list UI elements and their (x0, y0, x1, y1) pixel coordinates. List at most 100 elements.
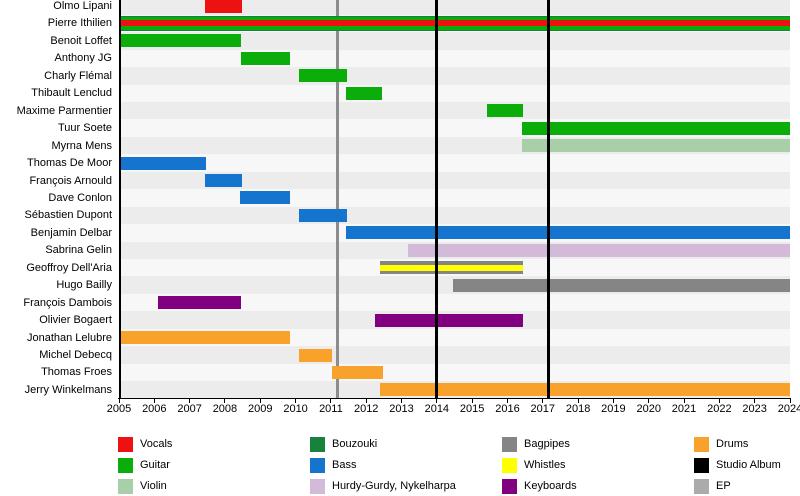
timeline-bar-bass (346, 226, 790, 240)
x-axis-tick (612, 398, 614, 403)
member-label: Sébastien Dupont (24, 209, 112, 222)
x-axis-tick-label: 2006 (142, 403, 167, 415)
x-axis-tick (436, 398, 438, 403)
legend-label: Bouzouki (332, 438, 378, 450)
legend-label: EP (716, 480, 731, 492)
legend-label: Vocals (140, 438, 173, 450)
legend-swatch-bagpipes (502, 437, 517, 452)
legend-swatch-ep (694, 479, 709, 494)
legend-swatch-violin (118, 479, 133, 494)
row-stripe (119, 206, 790, 225)
x-axis-tick-label: 2024 (777, 403, 800, 415)
member-label: Thibault Lenclud (31, 87, 112, 100)
x-axis-tick-label: 2019 (601, 403, 626, 415)
album-lines-layer (435, 0, 550, 398)
timeline-bar-bass (120, 156, 206, 170)
x-axis-tick-label: 2005 (106, 403, 132, 415)
x-axis-tick (789, 398, 791, 403)
x-axis-tick-label: 2021 (671, 403, 697, 415)
legend-label: Bass (332, 459, 357, 471)
ep-line (336, 0, 340, 398)
member-label: François Arnould (29, 174, 112, 187)
member-label: Charly Flémal (44, 69, 112, 82)
member-label: Myrna Mens (51, 139, 112, 152)
row-stripe (119, 363, 790, 382)
member-label: Pierre Ithilien (47, 17, 112, 30)
member-label: Sabrina Gelin (45, 244, 112, 257)
bar-inner-stripe-vocals (120, 20, 790, 27)
timeline-bar-keyboards (375, 313, 523, 327)
timeline-bar-keyboards (157, 296, 241, 310)
plot-area (119, 0, 790, 398)
x-axis-tick-label: 2011 (319, 403, 343, 415)
timeline-bar-bass (204, 174, 242, 187)
x-axis-tick (577, 398, 579, 403)
member-label: Maxime Parmentier (16, 104, 112, 117)
timeline-bar-hurdygurdy (407, 243, 790, 257)
legend-swatch-drums (694, 437, 709, 452)
x-axis-tick (542, 398, 544, 403)
x-axis-tick (295, 398, 297, 403)
row-stripe (119, 67, 790, 85)
legend-label: Hurdy-Gurdy, Nykelharpa (332, 480, 456, 492)
x-axis-tick (506, 398, 508, 403)
x-axis-tick (189, 398, 191, 403)
legend: Vocals Guitar Violin Bouzouki Bass Hurdy-Gurd… (0, 430, 800, 496)
x-axis-tick-label: 2015 (459, 403, 485, 415)
legend-label: Guitar (140, 459, 170, 471)
x-axis-tick (648, 398, 650, 403)
legend-swatch-guitar (118, 458, 133, 473)
timeline-bar-guitar (521, 121, 790, 135)
x-axis: 2005 2006 2007 2008 2009 2010 2011 2012 2013 2014… (106, 398, 800, 415)
x-axis-tick-label: 2023 (742, 403, 767, 415)
row-stripe (119, 346, 790, 364)
legend-swatch-hurdygurdy (310, 479, 325, 494)
timeline-bar-bass (240, 191, 290, 205)
row-stripe (119, 0, 790, 15)
bars-layer (120, 0, 790, 397)
timeline-bar-violin (521, 139, 790, 153)
x-axis-tick (683, 398, 685, 403)
y-axis-line (119, 0, 121, 398)
legend-swatch-whistles (502, 458, 517, 473)
x-axis-tick (118, 398, 120, 403)
x-axis-tick (330, 398, 332, 403)
legend-label: Studio Album (716, 459, 781, 471)
member-label: Tuur Soete (57, 122, 112, 135)
x-axis-tick-label: 2020 (636, 403, 661, 415)
x-axis-tick-label: 2012 (353, 403, 379, 415)
timeline-bar-bass (299, 208, 347, 222)
timeline-bar-bagpipes (453, 278, 790, 292)
timeline-bar-drums (120, 331, 290, 345)
x-axis-tick-label: 2016 (495, 403, 520, 415)
x-axis-tick-label: 2014 (424, 403, 450, 415)
studio-album-line (546, 0, 550, 398)
timeline-bar-guitar (346, 86, 383, 100)
x-axis-tick-label: 2008 (212, 403, 238, 415)
timeline-bar-drums (331, 365, 383, 379)
row-stripe (119, 154, 790, 172)
legend-label: Bagpipes (524, 438, 570, 450)
x-axis-tick (718, 398, 720, 403)
studio-album-line (435, 0, 439, 398)
ep-lines-layer (336, 0, 340, 398)
member-label: Benjamin Delbar (30, 226, 112, 239)
timeline-bar-drums (379, 383, 790, 397)
timeline-bar-vocals (204, 0, 242, 13)
x-axis-tick (471, 398, 473, 403)
x-axis-tick-label: 2009 (248, 403, 273, 415)
x-axis-tick (259, 398, 261, 403)
row-stripe (119, 171, 790, 190)
row-stripe (119, 84, 790, 102)
legend-label: Keyboards (524, 480, 577, 492)
member-label: Olmo Lipani (53, 0, 112, 12)
legend-swatch-bouzouki (310, 437, 325, 452)
x-axis-tick-label: 2010 (283, 403, 308, 415)
x-axis-tick (754, 398, 756, 403)
timeline-bar-drums (299, 348, 332, 362)
member-label: Michel Debecq (39, 349, 112, 361)
timeline-bar-guitar (299, 69, 347, 83)
x-axis-tick-label: 2017 (530, 403, 556, 415)
x-axis-tick-label: 2018 (565, 403, 591, 415)
legend-swatch-keyboards (502, 479, 517, 494)
